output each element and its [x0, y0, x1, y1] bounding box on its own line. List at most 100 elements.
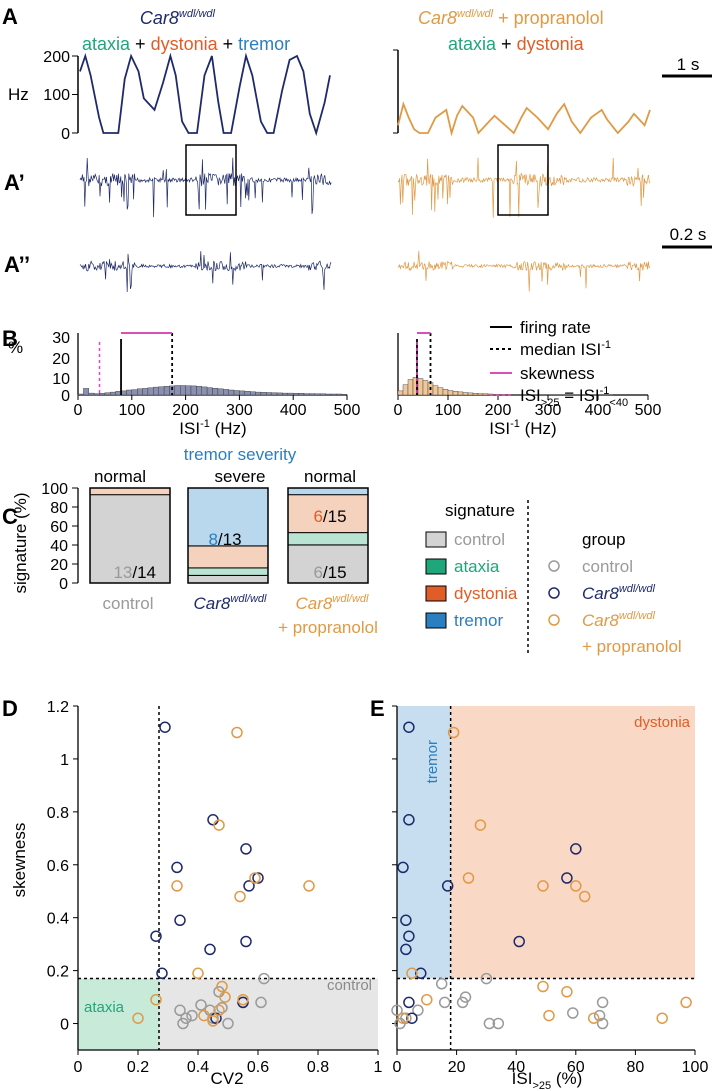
control-point — [258, 972, 270, 985]
panel-c-ylabel: signature (%) — [11, 492, 30, 593]
car8-point — [513, 935, 525, 948]
car8-point — [240, 935, 252, 948]
prop-point — [198, 1009, 210, 1022]
control-point — [438, 996, 451, 1009]
legend-swatch-ataxia — [425, 558, 447, 575]
region-label-control: control — [327, 977, 372, 994]
prop-point — [537, 980, 549, 993]
panel-e-xlabel: ISI>25 (%) — [512, 1069, 583, 1091]
control-point — [435, 978, 448, 990]
hist-bar — [83, 388, 90, 396]
scatter-x-tick-label: 0.2 — [127, 1059, 149, 1076]
hist-bar — [341, 394, 348, 396]
severity-prop: normal — [304, 467, 356, 486]
hist-bar — [325, 393, 332, 396]
legend-marker-car8 — [548, 587, 560, 599]
c-y-tick-label: 100 — [41, 481, 68, 498]
group-label-prop-line2: + propranolol — [278, 618, 378, 637]
scale-bar-02s-label: 0.2 s — [670, 225, 707, 244]
ataxia-region — [78, 978, 159, 1050]
hist-right-markers — [416, 332, 432, 395]
stacked-bar-outline — [89, 487, 171, 584]
hist-bar — [462, 392, 469, 396]
car8-point — [150, 930, 162, 942]
hist-bar — [88, 392, 95, 396]
hist-bar — [260, 392, 267, 396]
hist-bar — [228, 389, 235, 396]
scatter-y-tick-label: 0.2 — [47, 964, 69, 981]
region-label-ataxia: ataxia — [84, 999, 125, 1016]
hist-bar — [276, 392, 283, 396]
control-point — [593, 1009, 606, 1022]
stacked-bar-segment — [287, 532, 369, 546]
scatter-y-tick-label: 0 — [60, 1017, 69, 1034]
hist-bar — [99, 393, 106, 396]
car8-point — [204, 943, 216, 956]
car8-point — [403, 814, 415, 826]
car8-point — [210, 1012, 222, 1024]
hist-bar — [201, 386, 208, 396]
legend-signature-title: signature — [445, 501, 515, 520]
prop-point — [132, 1012, 144, 1024]
y-tick-label-200: 200 — [43, 49, 70, 66]
hist-bar — [330, 393, 337, 396]
control-point — [174, 1004, 186, 1017]
scatter-y-tick-label: 0.6 — [47, 858, 69, 875]
control-point — [391, 1004, 403, 1017]
panel-a-left-subtitle: ataxia + dystonia + tremor — [82, 34, 290, 54]
hist-bar — [402, 384, 409, 396]
car8-point — [397, 861, 409, 874]
hist-right-x-ticks: 0 100 200 300 400 500 — [394, 395, 662, 419]
panel-d-regions — [78, 978, 378, 1050]
prop-point — [474, 819, 487, 831]
scatter-y-tick-label: 0.8 — [47, 805, 69, 822]
car8-point — [415, 967, 427, 980]
prop-firing-rate-trace — [397, 101, 651, 137]
prop-point — [421, 993, 433, 1006]
y-tick-label-100: 100 — [43, 87, 70, 104]
severity-control: normal — [94, 467, 146, 486]
hist-y-tick-0: 0 — [61, 388, 70, 405]
panel-b-y-unit: % — [8, 338, 23, 357]
hist-y-tick-20: 20 — [52, 351, 70, 368]
hist-x-tick-label: 400 — [585, 402, 612, 419]
panel-a-right-subtitle: ataxia + dystonia — [448, 34, 585, 54]
car8-isi-histogram — [77, 385, 348, 396]
hist-bar — [163, 386, 170, 396]
hist-bar — [452, 391, 459, 396]
hist-x-tick-label: 500 — [334, 402, 361, 419]
legend-marker-prop — [548, 614, 560, 626]
panel-e-axes: 0 20 40 60 80 100 — [392, 705, 708, 1076]
count-prop-control: 6/15 — [313, 563, 346, 582]
car8-point — [252, 872, 264, 884]
control-point — [483, 1017, 496, 1030]
panel-label-a: A — [2, 4, 18, 29]
hist-bar — [104, 392, 111, 396]
hist-bar — [93, 393, 100, 396]
car8-point — [400, 943, 412, 956]
prop-point — [680, 996, 692, 1009]
hist-bar — [437, 387, 444, 396]
car8-point — [171, 861, 183, 874]
hist-bar — [131, 389, 138, 396]
severity-car8: severe — [214, 467, 265, 486]
prop-point — [397, 1012, 409, 1024]
prop-point — [207, 1015, 219, 1027]
hist-x-tick-label: 500 — [635, 402, 662, 419]
hist-bar — [282, 392, 288, 396]
control-point — [195, 999, 207, 1011]
hist-x-tick-label: 200 — [172, 402, 199, 419]
hist-x-tick-label: 200 — [485, 402, 512, 419]
car8-point — [156, 967, 168, 980]
prop-point — [249, 872, 261, 884]
hist-x-tick-label: 0 — [394, 402, 403, 419]
stacked-bar-segment — [187, 545, 269, 569]
scatter-y-tick-label: 0.4 — [47, 911, 69, 928]
c-y-tick-label: 80 — [50, 500, 68, 517]
panel-label-a1: A’ — [4, 170, 25, 195]
legend-firing-rate: firing rate — [520, 318, 591, 337]
count-prop-dystonia: 6/15 — [313, 507, 346, 526]
hist-x-tick-label: 400 — [280, 402, 307, 419]
car8-point — [174, 914, 186, 927]
